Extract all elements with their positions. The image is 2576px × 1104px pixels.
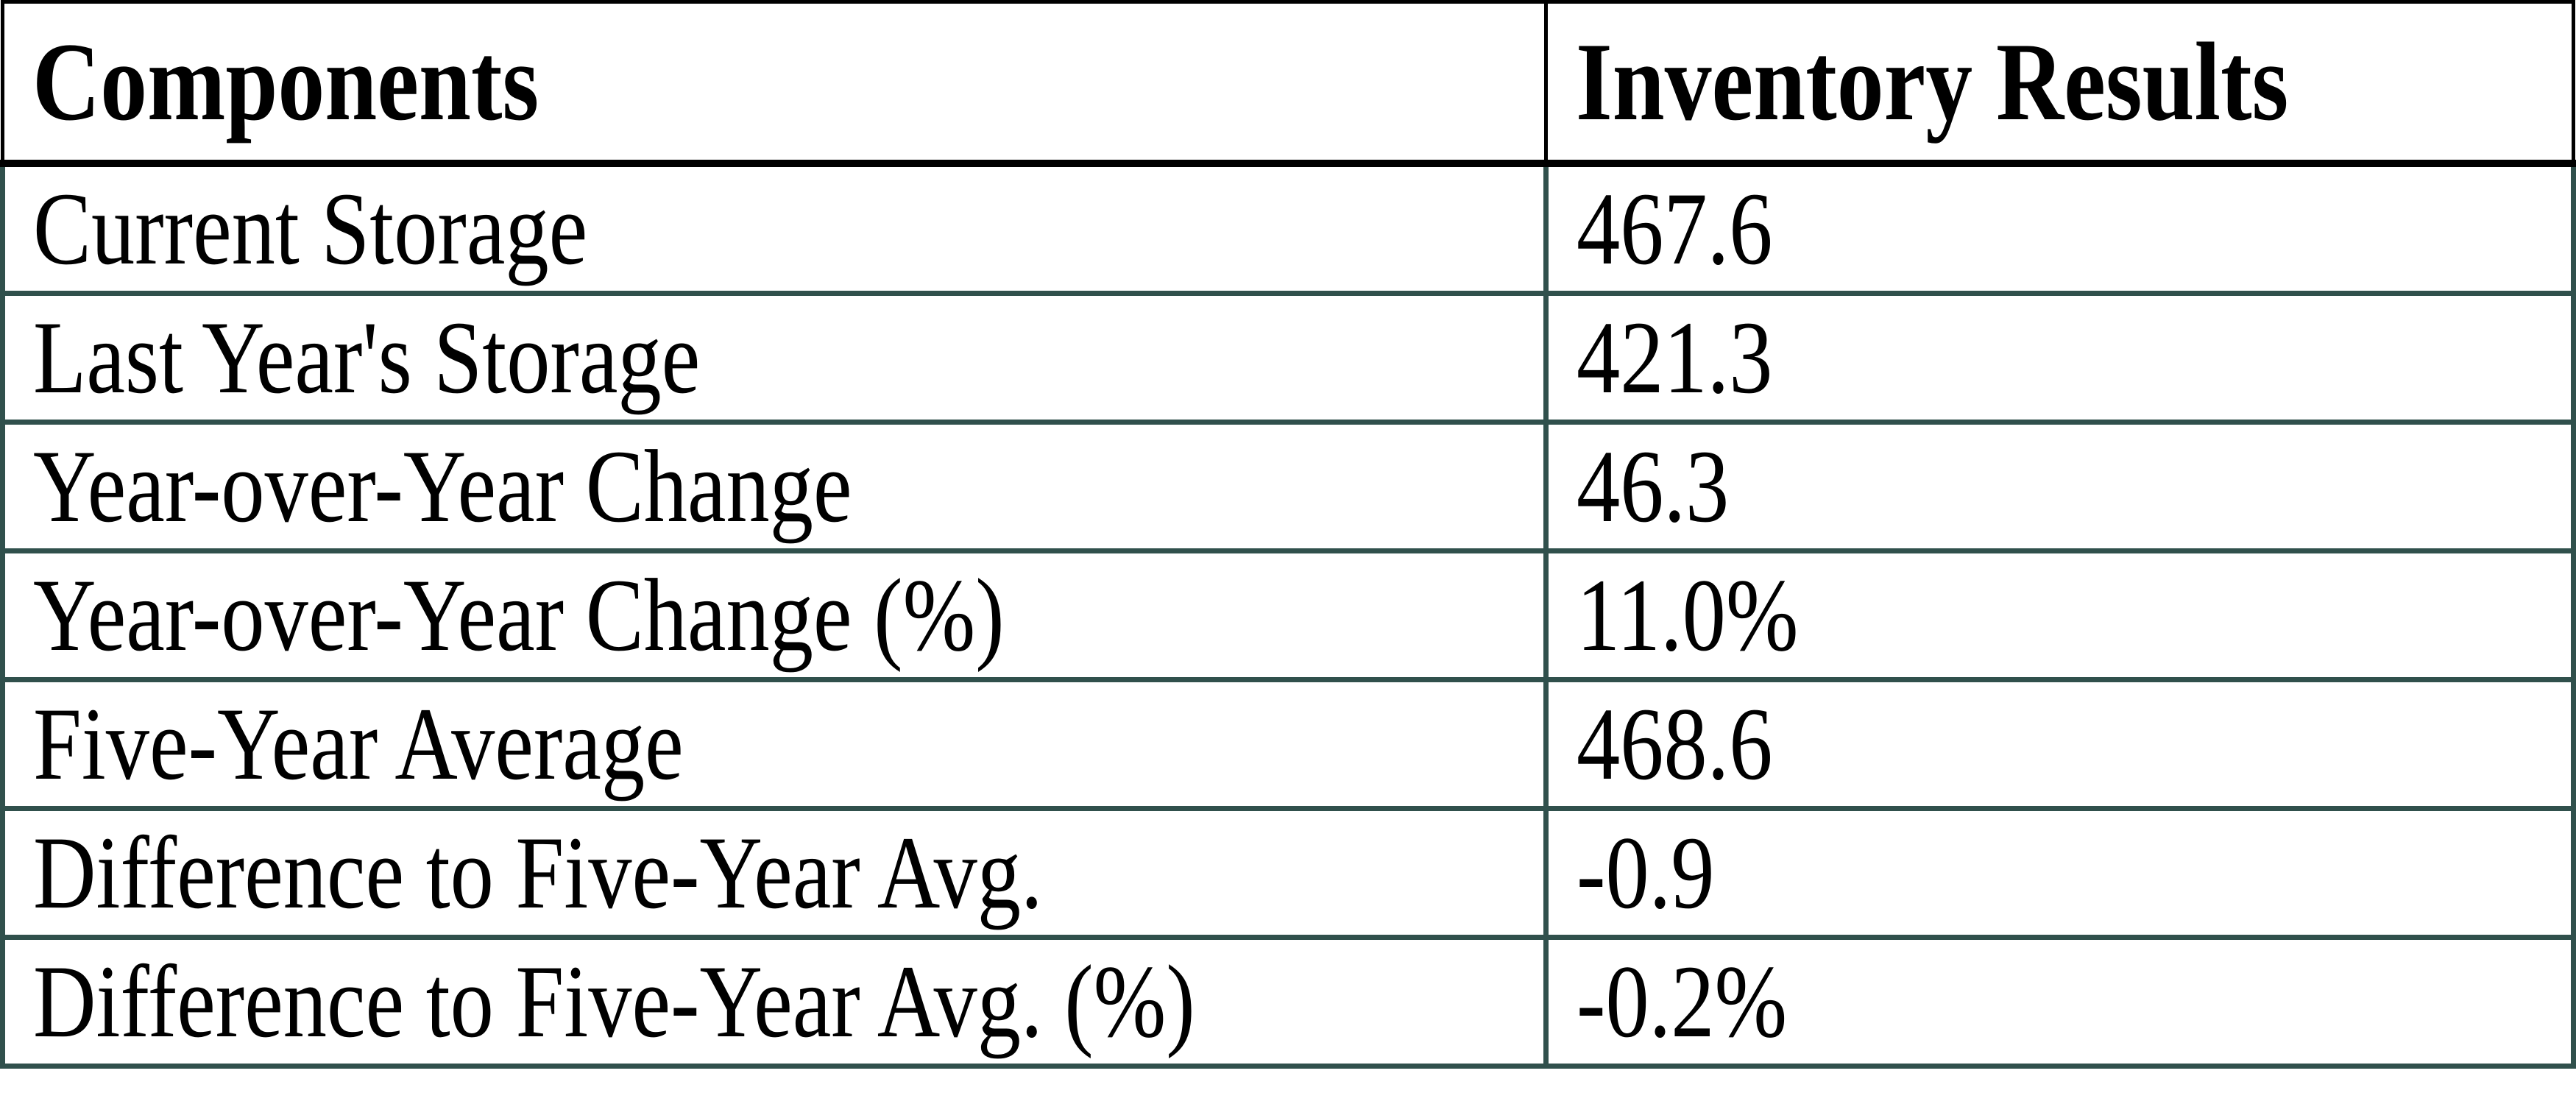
table-row: Five-Year Average 468.6 [0, 677, 2576, 811]
component-label: Year-over-Year Change [33, 429, 852, 544]
value-cell: -0.2% [1543, 935, 2576, 1069]
table-row: Difference to Five-Year Avg. -0.9 [0, 806, 2576, 940]
header-row: Components Inventory Results [1, 0, 2575, 167]
component-cell: Year-over-Year Change [0, 420, 1549, 553]
value-label: 46.3 [1577, 429, 1730, 544]
value-cell: 421.3 [1543, 291, 2576, 425]
component-label: Current Storage [33, 171, 588, 286]
table-row: Year-over-Year Change 46.3 [0, 420, 2576, 553]
column-header-components: Components [1, 0, 1548, 167]
table-row: Difference to Five-Year Avg. (%) -0.2% [0, 935, 2576, 1069]
value-cell: 467.6 [1543, 160, 2576, 296]
component-cell: Year-over-Year Change (%) [0, 548, 1549, 682]
table-row: Year-over-Year Change (%) 11.0% [0, 548, 2576, 682]
value-label: 468.6 [1577, 687, 1773, 802]
component-label: Difference to Five-Year Avg. (%) [33, 944, 1195, 1059]
component-label: Five-Year Average [33, 687, 684, 802]
value-cell: 468.6 [1543, 677, 2576, 811]
value-label: 11.0% [1577, 558, 1799, 673]
component-label: Difference to Five-Year Avg. [33, 815, 1043, 930]
value-label: 421.3 [1577, 300, 1773, 415]
value-cell: -0.9 [1543, 806, 2576, 940]
component-cell: Current Storage [0, 160, 1549, 296]
value-label: -0.2% [1577, 944, 1788, 1059]
component-cell: Five-Year Average [0, 677, 1549, 811]
component-label: Last Year's Storage [33, 300, 701, 415]
value-label: -0.9 [1577, 815, 1715, 930]
component-cell: Last Year's Storage [0, 291, 1549, 425]
component-cell: Difference to Five-Year Avg. [0, 806, 1549, 940]
column-header-inventory-results: Inventory Results [1544, 0, 2575, 167]
table-row: Current Storage 467.6 [0, 160, 2576, 296]
component-cell: Difference to Five-Year Avg. (%) [0, 935, 1549, 1069]
value-cell: 11.0% [1543, 548, 2576, 682]
component-label: Year-over-Year Change (%) [33, 558, 1005, 673]
column-header-inventory-results-label: Inventory Results [1576, 20, 2289, 144]
inventory-table: Components Inventory Results Current Sto… [0, 0, 2576, 1069]
value-cell: 46.3 [1543, 420, 2576, 553]
column-header-components-label: Components [32, 20, 539, 144]
value-label: 467.6 [1577, 171, 1773, 286]
table-row: Last Year's Storage 421.3 [0, 291, 2576, 425]
